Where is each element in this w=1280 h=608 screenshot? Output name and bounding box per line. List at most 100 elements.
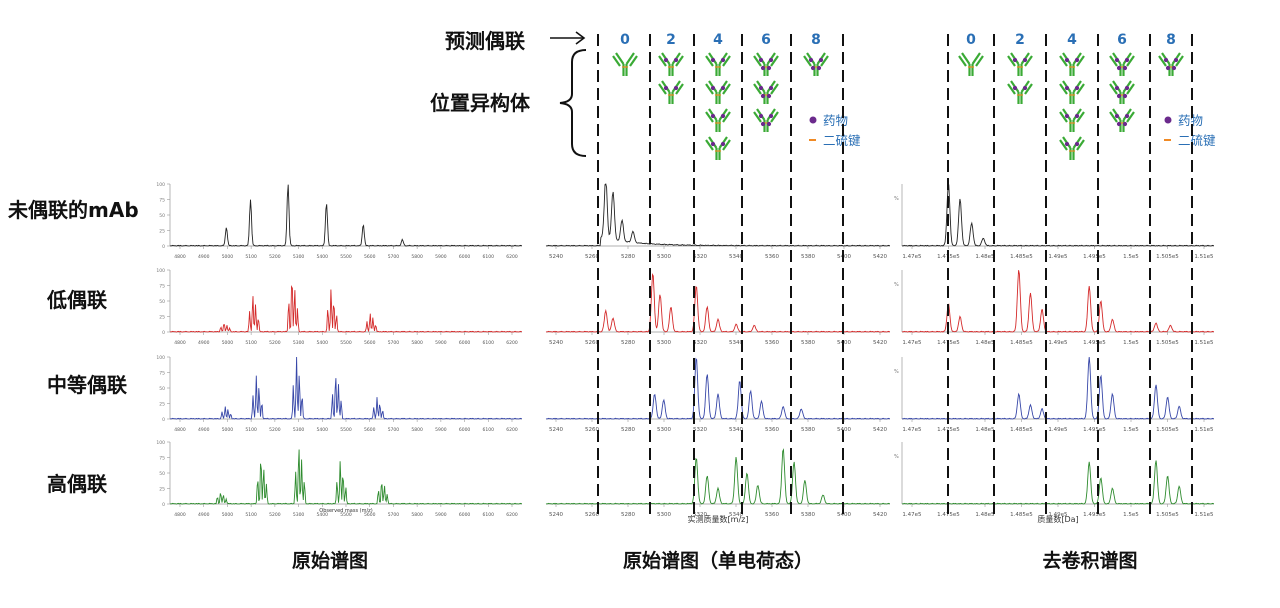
y-tick-label: 25 [159, 229, 165, 235]
antibody-icon [1158, 52, 1184, 76]
antibody-icon [1109, 52, 1135, 76]
x-tick-label: 6000 [459, 254, 471, 260]
x-tick-label: 5380 [801, 340, 815, 346]
curly-brace-icon [559, 49, 587, 157]
drug-dot [663, 85, 669, 91]
x-tick-label: 5300 [657, 427, 671, 433]
x-tick-label: 5700 [388, 512, 400, 518]
spectrum-row: %1.47e51.475e51.48e51.485e51.49e51.495e5… [894, 184, 1214, 260]
x-tick-label: 6100 [483, 340, 495, 346]
x-tick-label: 1.51e5 [1194, 427, 1214, 433]
y-tick-label: 100 [156, 355, 165, 361]
x-tick-label: 5500 [340, 340, 352, 346]
x-tick-label: 5420 [873, 512, 887, 518]
spectrum-line [901, 356, 1214, 420]
spectrum-row: 0 25 50 75 100 4800 4900 5000 5100 5200 5300 5400 55… [156, 440, 522, 518]
x-tick-label: 5340 [729, 512, 743, 518]
drug-dot [1074, 141, 1080, 147]
drug-dot [766, 93, 772, 99]
y-tick-label: 25 [159, 487, 165, 493]
x-tick-label: 5360 [765, 427, 779, 433]
x-tick-label: 5100 [245, 254, 257, 260]
drug-dot [1012, 85, 1018, 91]
x-tick-label: 1.485e5 [1010, 340, 1033, 346]
panel-title-single-charge: 原始谱图（单电荷态） [623, 549, 813, 572]
x-tick-label: 5400 [317, 254, 329, 260]
spectrum-line [169, 356, 522, 420]
x-tick-label: 6100 [483, 512, 495, 518]
panel-title-deconvoluted: 去卷积谱图 [1042, 549, 1137, 572]
x-tick-label: 5300 [293, 427, 305, 433]
x-tick-label: 5600 [364, 254, 376, 260]
antibody-icon [1109, 108, 1135, 132]
spectrum-row: 5240 5260 5280 5300 5320 5340 5360 5380 5400 5420 [545, 183, 890, 260]
x-tick-label: 5260 [585, 512, 599, 518]
drug-dot [760, 121, 766, 127]
x-tick-label: 4900 [198, 427, 210, 433]
x-tick-label: 5700 [388, 427, 400, 433]
x-tick-label: 1.505e5 [1156, 254, 1179, 260]
y-unit-label: % [894, 369, 899, 375]
y-tick-label: 75 [159, 456, 165, 462]
drug-dot [758, 113, 764, 119]
x-tick-label: 5500 [340, 254, 352, 260]
x-tick-label: 5380 [801, 512, 815, 518]
x-tick-label: 5280 [621, 340, 635, 346]
x-tick-label: 5400 [837, 427, 851, 433]
x-tick-label: 5420 [873, 340, 887, 346]
drug-dot [766, 65, 772, 71]
dar-number: 2 [1015, 32, 1025, 48]
dar-number: 2 [666, 32, 676, 48]
drug-dot [1116, 121, 1122, 127]
antibody-icon [705, 52, 731, 76]
drug-dot [1074, 113, 1080, 119]
drug-dot [1114, 57, 1120, 63]
x-tick-label: 4800 [174, 254, 186, 260]
x-tick-label: 5700 [388, 254, 400, 260]
drug-dot [710, 85, 716, 91]
x-tick-label: 5360 [765, 512, 779, 518]
x-tick-label: 5380 [801, 254, 815, 260]
drug-dot [818, 57, 824, 63]
x-tick-label: 1.5e5 [1123, 427, 1139, 433]
x-tick-label: 5200 [269, 340, 281, 346]
row-label: 中等偶联 [47, 373, 127, 397]
x-tick-label: 5300 [293, 340, 305, 346]
y-tick-label: 50 [159, 386, 165, 392]
dar-number: 0 [966, 32, 976, 48]
x-tick-label: 5200 [269, 512, 281, 518]
drug-dot [1116, 93, 1122, 99]
drug-dot [1064, 85, 1070, 91]
x-tick-label: 5400 [317, 427, 329, 433]
drug-dot [663, 57, 669, 63]
spectrum-row: 5240 5260 5280 5300 5320 5340 5360 5380 5400 5420 [545, 448, 890, 518]
x-tick-label: 1.495e5 [1083, 427, 1106, 433]
x-tick-label: 5340 [729, 340, 743, 346]
x-tick-label: 6200 [506, 427, 518, 433]
drug-legend-icon [1164, 116, 1172, 124]
dar-number: 8 [811, 32, 821, 48]
drug-dot [1171, 65, 1177, 71]
spectrum-row: 0 25 50 75 100 4800 4900 5000 5100 5200 5300 5400 55… [156, 182, 522, 260]
antibody-icon [1059, 108, 1085, 132]
dar-guide-lines [597, 34, 1193, 515]
drug-dot [720, 85, 726, 91]
row-label: 低偶联 [46, 288, 107, 312]
x-tick-label: 1.505e5 [1156, 512, 1179, 518]
x-tick-label: 1.51e5 [1194, 512, 1214, 518]
dar-number: 4 [713, 32, 723, 48]
x-tick-label: 5200 [269, 427, 281, 433]
x-tick-label: 1.485e5 [1010, 254, 1033, 260]
antibody-icon [958, 52, 984, 76]
x-tick-label: 1.47e5 [902, 512, 922, 518]
row-label: 高偶联 [47, 472, 107, 496]
legend-drug-label: 药物 [1178, 113, 1203, 128]
drug-dot [720, 113, 726, 119]
x-tick-label: 6000 [459, 512, 471, 518]
x-tick-label: 5320 [693, 340, 707, 346]
drug-dot [1074, 85, 1080, 91]
predicted-conjugation-label: 预测偶联 [445, 29, 525, 53]
y-tick-label: 100 [156, 182, 165, 188]
drug-dot [768, 85, 774, 91]
dar-number: 6 [1117, 32, 1127, 48]
